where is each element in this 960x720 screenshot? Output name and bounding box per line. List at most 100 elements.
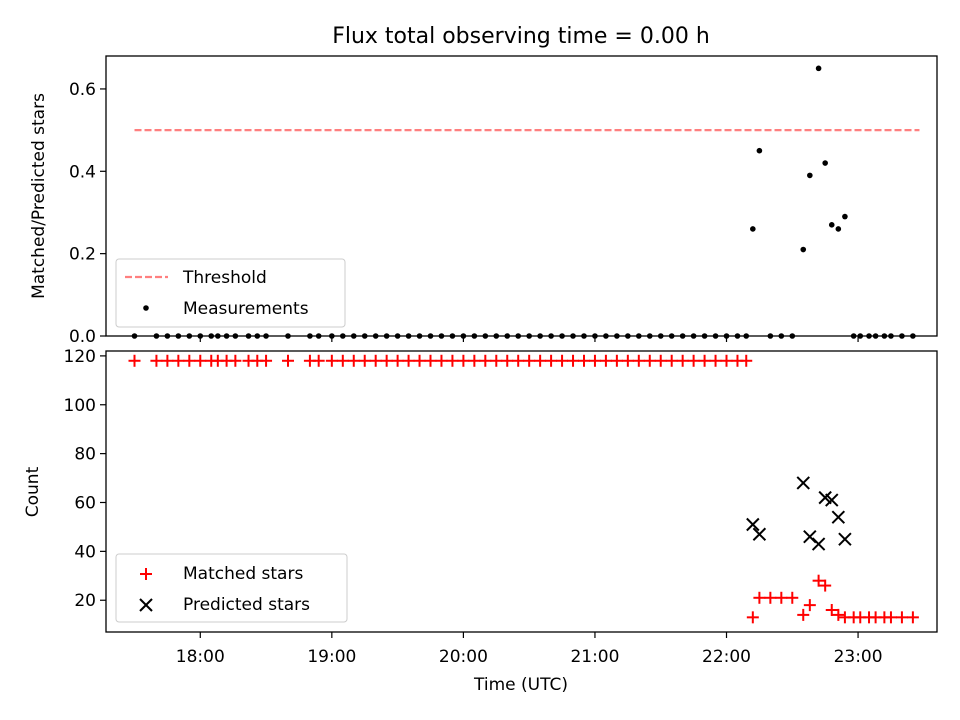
matched-star-point [819, 579, 832, 592]
matched-star-point [676, 354, 689, 367]
bottom-legend: Matched stars Predicted stars [115, 553, 348, 623]
matched-star-point [358, 354, 371, 367]
matched-star-point [523, 354, 536, 367]
matched-star-point [490, 354, 503, 367]
matched-star-point [512, 354, 525, 367]
measurement-point [815, 65, 822, 72]
matched-star-point [588, 354, 601, 367]
legend-matched-label: Matched stars [183, 564, 303, 584]
matched-star-point [643, 354, 656, 367]
matched-star-point [556, 354, 569, 367]
matched-star-point [895, 611, 908, 624]
measurement-point [822, 160, 828, 166]
matched-star-point [775, 591, 788, 604]
matched-star-point [468, 354, 481, 367]
bottom-axes-frame [105, 350, 938, 633]
top-legend: Threshold Measurements [115, 258, 346, 328]
matched-star-point [567, 354, 580, 367]
bottom-y-tick-label: 60 [74, 493, 96, 513]
bottom-y-tick-label: 40 [74, 542, 96, 562]
matched-star-point [740, 354, 753, 367]
matched-star-point [803, 599, 816, 612]
legend-predicted-swatch [139, 598, 153, 612]
matched-star-point [812, 574, 825, 587]
matched-star-point [906, 611, 919, 624]
matched-star-point [347, 354, 360, 367]
bottom-y-tick-label: 80 [74, 445, 96, 465]
bottom-y-axis-label: Count [23, 466, 43, 517]
matched-star-point [229, 354, 242, 367]
predicted-marker-b [796, 476, 810, 490]
matched-star-point [709, 354, 722, 367]
matched-star-point [534, 354, 547, 367]
matched-star-point [128, 354, 141, 367]
matched-star-point [599, 354, 612, 367]
matched-star-point [832, 608, 845, 621]
top-y-tick-label: 0.6 [69, 80, 96, 100]
measurement-point [835, 226, 842, 232]
matched-star-point [698, 354, 711, 367]
bottom-y-tick-label: 20 [74, 591, 96, 611]
legend-threshold-label: Threshold [182, 268, 267, 288]
matched-star-point [621, 354, 634, 367]
predicted-marker-b [818, 490, 832, 505]
predicted-star-point [838, 532, 852, 546]
matched-star-point [753, 591, 766, 604]
matched-star-point [369, 354, 382, 367]
matched-star-point [665, 354, 678, 367]
bottom-x-tick-label: 23:00 [834, 647, 883, 667]
matched-star-point [435, 354, 448, 367]
bottom-x-tick-label: 20:00 [439, 647, 488, 667]
chart-title: Flux total observing time = 0.00 h [332, 24, 710, 49]
matched-star-point [479, 354, 492, 367]
matched-star-point [183, 354, 196, 367]
predicted-marker-b [803, 529, 817, 544]
matched-star-point [610, 354, 623, 367]
matched-star-point [194, 354, 207, 367]
bottom-x-tick-label: 19:00 [307, 647, 356, 667]
predicted-star-point [752, 527, 767, 541]
predicted-marker-b [831, 510, 846, 524]
legend-measurements-swatch [143, 305, 149, 311]
matched-star-point [687, 354, 700, 367]
matched-star-point [446, 354, 459, 367]
predicted-marker-b [752, 527, 767, 541]
bottom-x-tick-label: 18:00 [176, 647, 225, 667]
matched-star-point [501, 354, 514, 367]
matched-star-point [825, 604, 838, 617]
measurement-point [828, 222, 835, 228]
predicted-marker-b [811, 537, 826, 551]
top-legend-box [115, 258, 346, 328]
predicted-star-point [811, 537, 826, 551]
measurement-point [756, 147, 763, 154]
bottom-x-tick-label: 22:00 [702, 647, 751, 667]
predicted-star-point [746, 517, 760, 532]
bottom-plot-area [128, 354, 919, 624]
matched-star-point [161, 354, 174, 367]
legend-matched-swatch [140, 568, 152, 580]
bottom-x-tick-label: 21:00 [570, 647, 619, 667]
matched-star-point [797, 608, 810, 621]
bottom-legend-box [115, 553, 348, 623]
matched-star-point [391, 354, 404, 367]
matched-star-point [325, 354, 338, 367]
matched-star-point [545, 354, 558, 367]
matched-star-point [424, 354, 437, 367]
matched-star-point [281, 354, 294, 367]
matched-star-point [150, 354, 163, 367]
bottom-y-tick-label: 120 [64, 347, 96, 367]
legend-measurements-label: Measurements [183, 299, 309, 319]
top-y-ticks: 0.0 0.2 0.4 0.6 [69, 80, 106, 347]
matched-star-point [654, 354, 667, 367]
predicted-star-point [803, 529, 817, 544]
matched-star-point [312, 354, 325, 367]
predicted-marker-b [838, 532, 852, 546]
matched-star-point [336, 354, 349, 367]
matched-star-point [764, 591, 777, 604]
top-y-tick-label: 0.4 [69, 162, 96, 182]
matched-star-point [577, 354, 590, 367]
predicted-marker-b [825, 493, 839, 507]
matched-star-point [402, 354, 415, 367]
matched-star-point [172, 354, 185, 367]
